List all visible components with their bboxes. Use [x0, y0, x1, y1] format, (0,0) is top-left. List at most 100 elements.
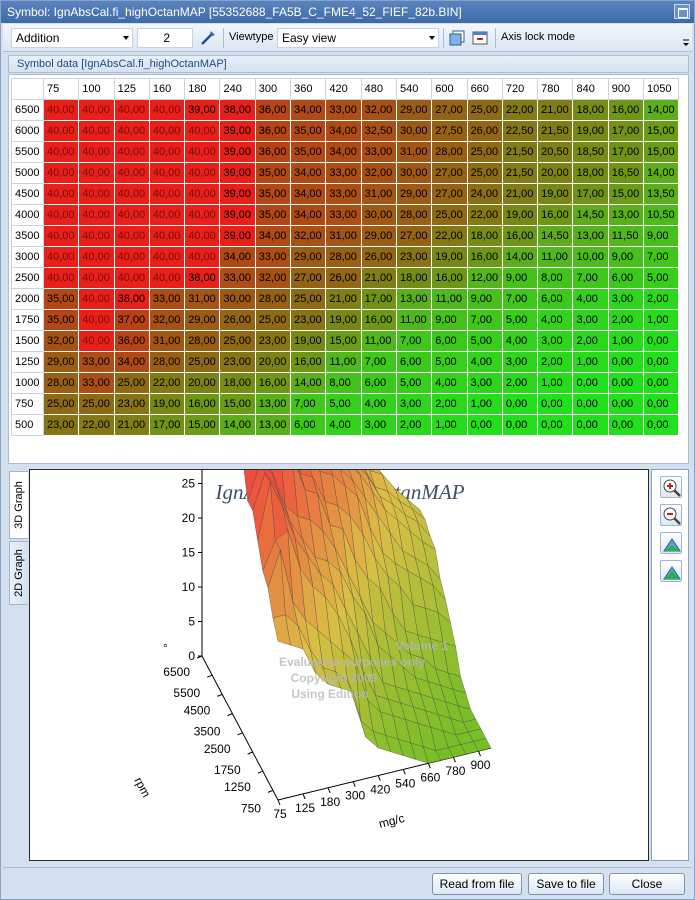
map-cell[interactable]: 25,00 — [290, 288, 327, 310]
map-cell[interactable]: 22,50 — [501, 120, 539, 142]
map-cell[interactable]: 34,00 — [290, 162, 327, 184]
map-cell[interactable]: 40,00 — [78, 246, 115, 268]
map-cell[interactable]: 22,00 — [148, 372, 186, 394]
map-cell[interactable]: 5,00 — [431, 351, 468, 373]
map-cell[interactable]: 22,00 — [78, 414, 115, 436]
map-cell[interactable]: 25,00 — [254, 309, 292, 331]
map-cell[interactable]: 39,00 — [219, 183, 256, 205]
map-cell[interactable]: 36,00 — [113, 330, 150, 352]
map-cell[interactable]: 39,00 — [219, 120, 256, 142]
map-cell[interactable]: 11,00 — [325, 351, 362, 373]
map-cell[interactable]: 15,00 — [643, 141, 680, 163]
map-cell[interactable]: 35,00 — [42, 309, 80, 331]
map-cell[interactable]: 20,00 — [537, 162, 574, 184]
map-cell[interactable]: 13,50 — [643, 183, 680, 205]
map-cell[interactable]: 2,00 — [643, 288, 680, 310]
map-cell[interactable]: 9,00 — [501, 267, 539, 289]
map-cell[interactable]: 2,00 — [607, 309, 645, 331]
map-cell[interactable]: 39,00 — [219, 225, 256, 247]
map-cell[interactable]: 4,00 — [572, 288, 609, 310]
map-cell[interactable]: 5,00 — [395, 372, 433, 394]
map-cell[interactable]: 40,00 — [78, 204, 115, 226]
map-cell[interactable]: 40,00 — [184, 141, 221, 163]
value-input[interactable]: 2 — [137, 28, 193, 48]
map-cell[interactable]: 4,00 — [431, 372, 468, 394]
map-cell[interactable]: 35,00 — [42, 288, 80, 310]
map-cell[interactable]: 3,00 — [501, 351, 539, 373]
close-button[interactable]: Close — [609, 873, 685, 895]
map-cell[interactable]: 40,00 — [42, 120, 80, 142]
map-cell[interactable]: 25,00 — [184, 351, 221, 373]
map-cell[interactable]: 17,00 — [607, 141, 645, 163]
map-cell[interactable]: 6,00 — [431, 330, 468, 352]
map-cell[interactable]: 24,00 — [466, 183, 503, 205]
map-cell[interactable]: 20,00 — [184, 372, 221, 394]
map-cell[interactable]: 1,00 — [537, 372, 574, 394]
map-cell[interactable]: 39,00 — [219, 162, 256, 184]
map-cell[interactable]: 19,00 — [290, 330, 327, 352]
map-cell[interactable]: 0,00 — [501, 393, 539, 415]
map-cell[interactable]: 16,00 — [466, 246, 503, 268]
map-cell[interactable]: 27,00 — [431, 183, 468, 205]
map-cell[interactable]: 2,00 — [537, 351, 574, 373]
map-cell[interactable]: 5,00 — [466, 330, 503, 352]
map-cell[interactable]: 6,00 — [607, 267, 645, 289]
map-cell[interactable]: 5,00 — [325, 393, 362, 415]
rotate-right-icon[interactable] — [660, 560, 682, 582]
map-cell[interactable]: 40,00 — [113, 120, 150, 142]
map-cell[interactable]: 8,00 — [537, 267, 574, 289]
map-cell[interactable]: 40,00 — [148, 246, 186, 268]
map-cell[interactable]: 33,00 — [78, 351, 115, 373]
map-cell[interactable]: 34,00 — [113, 351, 150, 373]
map-cell[interactable]: 38,00 — [219, 99, 256, 121]
map-cell[interactable]: 0,00 — [643, 351, 680, 373]
map-cell[interactable]: 1,00 — [431, 414, 468, 436]
map-cell[interactable]: 40,00 — [78, 288, 115, 310]
map-cell[interactable]: 0,00 — [537, 414, 574, 436]
map-cell[interactable]: 27,00 — [290, 267, 327, 289]
map-cell[interactable]: 30,00 — [395, 162, 433, 184]
map-cell[interactable]: 20,00 — [254, 351, 292, 373]
zoom-out-icon[interactable] — [660, 504, 682, 526]
map-cell[interactable]: 21,00 — [325, 288, 362, 310]
map-cell[interactable]: 40,00 — [184, 225, 221, 247]
transpose-icon[interactable] — [471, 29, 489, 47]
map-cell[interactable]: 7,00 — [466, 309, 503, 331]
map-cell[interactable]: 40,00 — [78, 120, 115, 142]
map-cell[interactable]: 32,00 — [360, 99, 397, 121]
map-cell[interactable]: 3,00 — [360, 414, 397, 436]
map-cell[interactable]: 40,00 — [184, 183, 221, 205]
map-cell[interactable]: 18,00 — [572, 99, 609, 121]
map-cell[interactable]: 11,00 — [395, 309, 433, 331]
map-cell[interactable]: 29,00 — [290, 246, 327, 268]
map-cell[interactable]: 27,00 — [431, 99, 468, 121]
map-cell[interactable]: 22,00 — [501, 99, 539, 121]
map-cell[interactable]: 33,00 — [254, 246, 292, 268]
map-cell[interactable]: 2,00 — [501, 372, 539, 394]
map-cell[interactable]: 16,00 — [290, 351, 327, 373]
map-cell[interactable]: 40,00 — [42, 141, 80, 163]
map-cell[interactable]: 3,00 — [537, 330, 574, 352]
map-cell[interactable]: 40,00 — [78, 183, 115, 205]
map-cell[interactable]: 40,00 — [184, 162, 221, 184]
map-cell[interactable]: 40,00 — [184, 246, 221, 268]
map-cell[interactable]: 40,00 — [148, 162, 186, 184]
map-cell[interactable]: 38,00 — [113, 288, 150, 310]
map-cell[interactable]: 0,00 — [607, 351, 645, 373]
map-cell[interactable]: 32,50 — [360, 120, 397, 142]
map-cell[interactable]: 33,00 — [325, 183, 362, 205]
map-cell[interactable]: 3,00 — [607, 288, 645, 310]
map-cell[interactable]: 40,00 — [148, 99, 186, 121]
map-cell[interactable]: 0,00 — [501, 414, 539, 436]
map-cell[interactable]: 2,00 — [431, 393, 468, 415]
map-cell[interactable]: 31,00 — [184, 288, 221, 310]
map-cell[interactable]: 27,00 — [395, 225, 433, 247]
map-cell[interactable]: 23,00 — [219, 351, 256, 373]
map-cell[interactable]: 40,00 — [148, 183, 186, 205]
map-cell[interactable]: 18,00 — [395, 267, 433, 289]
map-cell[interactable]: 25,00 — [466, 99, 503, 121]
map-cell[interactable]: 35,00 — [254, 204, 292, 226]
map-cell[interactable]: 40,00 — [42, 183, 80, 205]
map-cell[interactable]: 4,00 — [501, 330, 539, 352]
map-cell[interactable]: 0,00 — [643, 372, 680, 394]
